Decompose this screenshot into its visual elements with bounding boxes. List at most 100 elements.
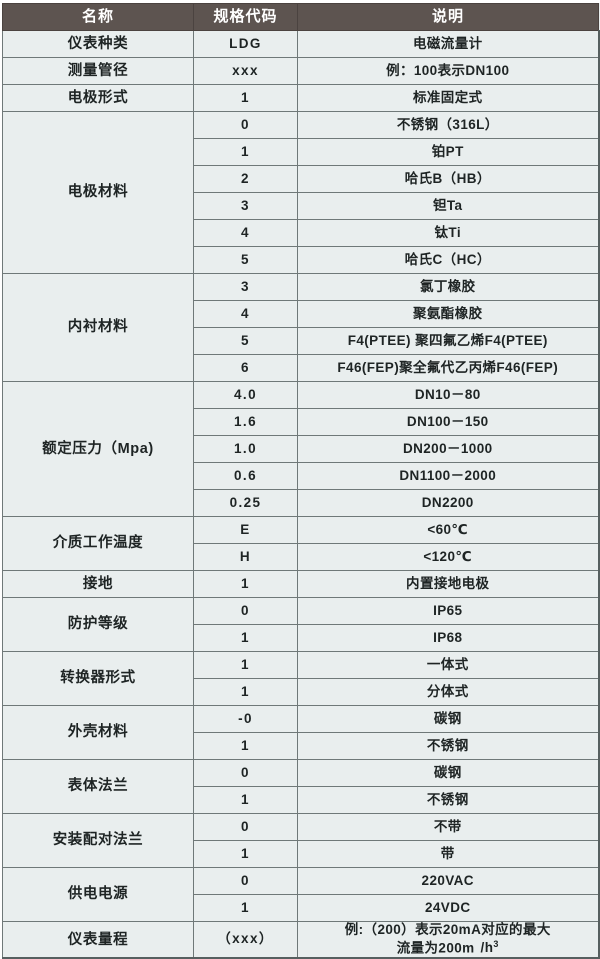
row-desc-cell: <120℃ <box>297 543 600 571</box>
row-desc-cell: 一体式 <box>297 651 600 679</box>
row-desc-cell: DN10－80 <box>297 381 600 409</box>
header-row: 名称 规格代码 说明 <box>2 3 599 31</box>
row-code-cell: 1 <box>193 651 298 679</box>
row-desc-cell: 铂PT <box>297 138 600 166</box>
row-code-cell: 2 <box>193 165 298 193</box>
table-row: 测量管径 xxx 例：100表示DN100 <box>2 57 600 85</box>
table-row: 电极材料 0 不锈钢（316L） <box>2 111 600 274</box>
row-desc-cell: 不带 <box>297 813 600 841</box>
row-name-cell: 电极形式 <box>2 84 194 112</box>
row-code-cell: 5 <box>193 246 298 274</box>
row-desc-cell: 钛Ti <box>297 219 600 247</box>
table-row: 5 F4(PTEE) 聚四氟乙烯F4(PTEE) <box>3 327 600 355</box>
row-name-cell: 仪表量程 <box>2 921 194 959</box>
table-row: 仪表量程 （xxx） 例:（200）表示20mA对应的最大 流量为200m/h3 <box>2 921 600 959</box>
row-name-cell: 表体法兰 <box>2 759 194 814</box>
row-desc-cell: 例：100表示DN100 <box>297 57 600 85</box>
row-name-cell: 安装配对法兰 <box>2 813 194 868</box>
row-code-cell: 1 <box>193 84 298 112</box>
row-desc-cell: 电磁流量计 <box>297 30 600 58</box>
desc-line-2-unit: /h <box>480 940 494 956</box>
table-row: 介质工作温度 E <60℃ <box>2 516 600 571</box>
table-row: 安装配对法兰 0 不带 <box>2 813 600 868</box>
row-desc-cell: 标准固定式 <box>297 84 600 112</box>
row-code-cell: E <box>193 516 298 544</box>
row-desc-cell: 不锈钢（316L） <box>297 111 600 139</box>
row-code-cell: 1 <box>193 786 298 814</box>
row-name-cell: 内衬材料 <box>2 273 194 382</box>
row-name-cell: 额定压力（Mpa) <box>2 381 194 517</box>
row-code-cell: 6 <box>193 354 298 382</box>
row-code-cell: 1 <box>193 138 298 166</box>
table-row: 额定压力（Mpa) 4.0 DN10－80 <box>2 381 600 517</box>
row-desc-cell: 碳钢 <box>297 759 600 787</box>
row-code-cell: 0 <box>193 867 298 895</box>
table-row: 1 不锈钢 <box>3 732 600 760</box>
row-name-cell: 防护等级 <box>2 597 194 652</box>
row-code-cell: xxx <box>193 57 298 85</box>
table-row: 1 IP68 <box>3 624 600 652</box>
table-row: 1.6 DN100－150 <box>3 408 600 436</box>
row-code-cell: 4 <box>193 219 298 247</box>
row-desc-cell: DN200－1000 <box>297 435 600 463</box>
row-desc-cell: 带 <box>297 840 600 868</box>
desc-line-2-exponent: 3 <box>493 938 499 949</box>
table-row: 1 不锈钢 <box>3 786 600 814</box>
table-row: 表体法兰 0 碳钢 <box>2 759 600 814</box>
row-desc-cell: DN100－150 <box>297 408 600 436</box>
desc-line-1: 例:（200）表示20mA对应的最大 <box>344 922 551 937</box>
row-desc-cell: 氯丁橡胶 <box>297 273 600 301</box>
row-desc-cell: DN1100－2000 <box>297 462 600 490</box>
table-row: 2 哈氏B（HB） <box>3 165 600 193</box>
row-code-cell: 1 <box>193 732 298 760</box>
table-row: 内衬材料 3 氯丁橡胶 <box>2 273 600 382</box>
row-desc-cell: IP68 <box>297 624 600 652</box>
row-code-cell: 1 <box>193 624 298 652</box>
row-code-cell: 3 <box>193 273 298 301</box>
row-code-cell: 1 <box>193 570 298 598</box>
row-code-cell: 1.6 <box>193 408 298 436</box>
table-row: 4 钛Ti <box>3 219 600 247</box>
row-name-cell: 转换器形式 <box>2 651 194 706</box>
desc-line-2-text: 流量为200m <box>396 940 475 956</box>
row-desc-cell: 220VAC <box>297 867 600 895</box>
row-name-cell: 介质工作温度 <box>2 516 194 571</box>
table-row: 外壳材料 -0 碳钢 <box>2 705 600 760</box>
row-desc-cell: 不锈钢 <box>297 732 600 760</box>
row-code-cell: 0 <box>193 597 298 625</box>
row-desc-cell: 哈氏B（HB） <box>297 165 600 193</box>
row-code-cell: 5 <box>193 327 298 355</box>
table-row: 仪表种类 LDG 电磁流量计 <box>2 30 600 58</box>
row-desc-cell: 24VDC <box>297 894 600 922</box>
table-row: 5 哈氏C（HC） <box>3 246 600 274</box>
row-code-cell: 0.6 <box>193 462 298 490</box>
table-row: 1.0 DN200－1000 <box>3 435 600 463</box>
row-desc-cell: 聚氨酯橡胶 <box>297 300 600 328</box>
specification-table: 名称 规格代码 说明 仪表种类 LDG 电磁流量计 测量管径 xxx 例：100表示DN1… <box>2 3 600 959</box>
row-name-cell: 外壳材料 <box>2 705 194 760</box>
table-row: 电极形式 1 标准固定式 <box>2 84 600 112</box>
row-desc-cell: 碳钢 <box>297 705 600 733</box>
table-row: 转换器形式 1 一体式 <box>2 651 600 706</box>
table-row: 接地 1 内置接地电极 <box>2 570 600 598</box>
row-name-cell: 接地 <box>2 570 194 598</box>
row-name-cell: 供电电源 <box>2 867 194 922</box>
row-desc-cell: IP65 <box>297 597 600 625</box>
row-code-cell: 0.25 <box>193 489 298 517</box>
row-code-cell: 1 <box>193 678 298 706</box>
row-name-cell: 仪表种类 <box>2 30 194 58</box>
row-code-cell: 0 <box>193 759 298 787</box>
row-name-cell: 电极材料 <box>2 111 194 274</box>
desc-line-2: 流量为200m/h3 <box>298 939 598 957</box>
row-desc-cell: 钽Ta <box>297 192 600 220</box>
row-code-cell: 0 <box>193 111 298 139</box>
row-desc-cell: F46(FEP)聚全氟代乙丙烯F46(FEP) <box>297 354 600 382</box>
column-header-code: 规格代码 <box>193 3 298 31</box>
row-desc-cell: DN2200 <box>297 489 600 517</box>
row-desc-cell: 例:（200）表示20mA对应的最大流量为200m/h3 <box>297 921 600 959</box>
row-code-cell: 4 <box>193 300 298 328</box>
row-code-cell: （xxx） <box>193 921 298 959</box>
row-code-cell: 1 <box>193 894 298 922</box>
row-desc-cell: 内置接地电极 <box>297 570 600 598</box>
row-code-cell: -0 <box>193 705 298 733</box>
